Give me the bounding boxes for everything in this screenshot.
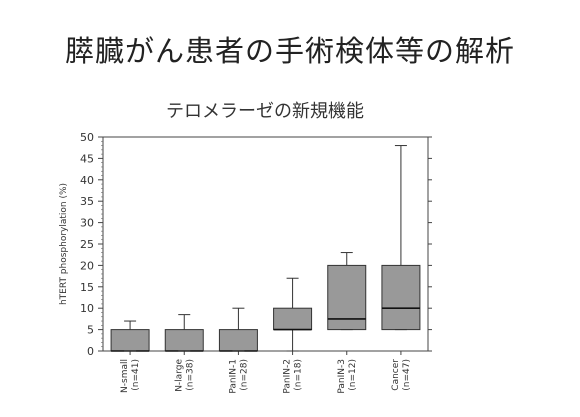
- y-tick-label: 50: [80, 131, 94, 144]
- y-tick-label: 35: [80, 195, 94, 208]
- x-tick-label-n: (n=12): [348, 359, 358, 391]
- y-tick-label: 45: [80, 152, 94, 165]
- y-tick-label: 30: [80, 217, 94, 230]
- box-iqr: [110, 329, 150, 352]
- x-tick-label: PanIN-3: [337, 359, 347, 394]
- y-tick-label: 15: [80, 281, 94, 294]
- x-tick-label: Cancer: [391, 359, 401, 391]
- box-iqr: [381, 264, 421, 331]
- x-tick-label-n: (n=18): [294, 359, 304, 391]
- x-tick-label: N-large: [174, 359, 184, 392]
- box-series: [110, 145, 421, 352]
- x-tick-label-n: (n=47): [402, 359, 412, 391]
- box-cancer: [381, 145, 421, 331]
- x-tick-label: PanIN-1: [228, 359, 238, 394]
- plot-axes: [98, 136, 432, 355]
- y-tick-label: 20: [80, 259, 94, 272]
- x-tick-label: PanIN-2: [283, 359, 293, 394]
- y-tick-label: 25: [80, 238, 94, 251]
- box-panin-2: [273, 277, 313, 352]
- box-iqr: [327, 264, 367, 331]
- box-panin-1: [218, 307, 258, 352]
- axis-labels: 0 5 10 15 20 25 30 35 40 45 50 hTERT phosphorylatio…: [59, 131, 412, 394]
- box-n-large: [164, 314, 204, 352]
- plot-frame: [102, 136, 429, 352]
- box-panin-3: [327, 252, 367, 331]
- box-iqr: [273, 307, 313, 331]
- x-tick-label-n: (n=28): [239, 359, 249, 391]
- x-tick-label: N-small: [120, 359, 130, 393]
- slide-title: 膵臓がん患者の手術検体等の解析: [64, 34, 515, 68]
- x-tick-label-n: (n=41): [131, 359, 141, 391]
- chart-title: テロメラーゼの新規機能: [166, 101, 364, 122]
- box-iqr: [218, 329, 258, 352]
- y-axis-label: hTERT phosphorylation (%): [59, 183, 69, 305]
- y-tick-label: 5: [87, 324, 94, 337]
- box-n-small: [110, 320, 150, 352]
- y-tick-label: 40: [80, 174, 94, 187]
- y-tick-label: 0: [87, 345, 94, 358]
- y-tick-label: 10: [80, 302, 94, 315]
- box-iqr: [164, 329, 204, 352]
- x-tick-label-n: (n=38): [185, 359, 195, 391]
